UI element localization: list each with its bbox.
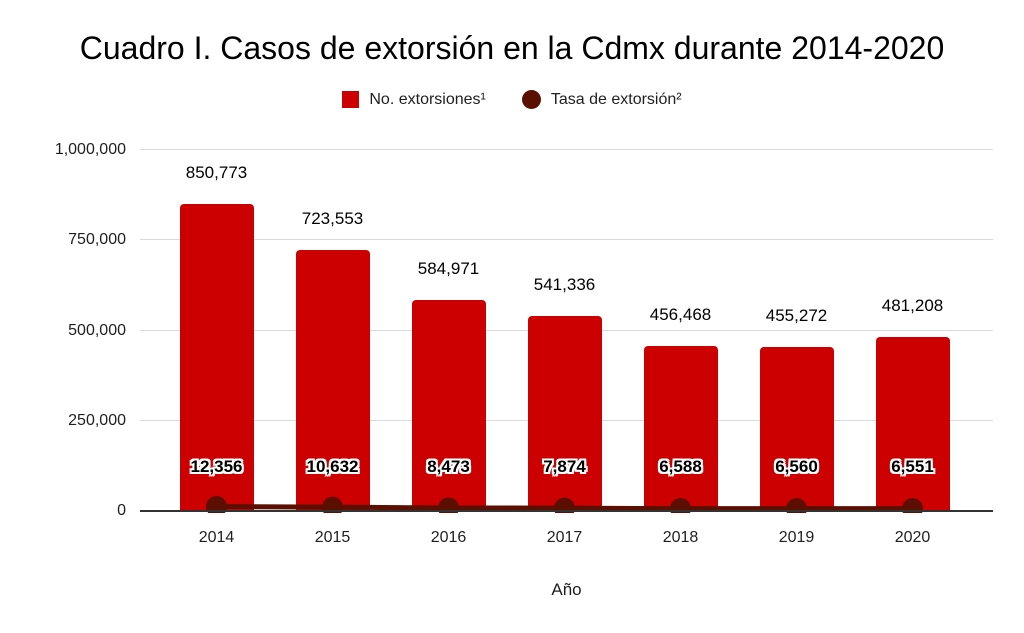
x-axis-label-2020: 2020 [894,529,931,546]
y-axis-tick-label: 750,000 [68,231,126,249]
x-axis-label-2018: 2018 [662,529,699,546]
bar-2014[interactable] [179,203,254,511]
y-axis-tick-label: 0 [117,502,126,519]
bar-2015[interactable] [295,249,370,511]
x-axis-label-2015: 2015 [314,529,351,546]
bar-value-label-2019: 455,272 [765,305,828,325]
rate-value-label-2015: 10,632 [306,457,359,476]
legend-label-extorsiones: No. extorsiones¹ [369,90,486,108]
x-axis-title: Año [551,580,582,599]
legend-label-tasa: Tasa de extorsión² [550,90,682,108]
legend-square-swatch-icon [342,91,360,108]
x-axis-label-2014: 2014 [198,529,235,546]
bar-2016[interactable] [411,299,486,511]
y-axis-tick-label: 500,000 [68,321,126,339]
rate-value-label-2014: 12,356 [190,457,243,476]
bar-value-label-2018: 456,468 [649,305,712,325]
bar-value-label-2016: 584,971 [417,258,480,278]
x-axis-label-2017: 2017 [546,529,583,546]
bar-value-label-2015: 723,553 [301,208,364,228]
gridline [140,149,993,150]
gridline [140,239,993,241]
rate-value-label-2020: 6,551 [891,457,934,476]
plot-area [140,149,993,513]
rate-value-label-2016: 8,473 [427,457,470,476]
rate-line-series [206,496,923,513]
legend: No. extorsiones¹ Tasa de extorsión² [0,90,1024,109]
rate-value-label-2017: 7,874 [543,457,586,476]
rate-point-2017[interactable] [554,497,575,513]
rate-point-2018[interactable] [670,498,691,513]
bar-2020[interactable] [875,337,950,511]
chart-title: Cuadro I. Casos de extorsión en la Cdmx … [79,30,945,66]
bar-value-label-2017: 541,336 [533,274,596,294]
bar-value-label-2014: 850,773 [185,162,248,182]
rate-value-label-2019: 6,560 [775,457,818,476]
bar-2017[interactable] [527,315,602,511]
x-axis-label-2019: 2019 [778,529,815,546]
legend-circle-swatch-icon [521,90,541,109]
bar-2019[interactable] [759,346,834,511]
x-axis-label-2016: 2016 [430,529,467,546]
legend-item-extorsiones[interactable]: No. extorsiones¹ [342,91,486,109]
rate-point-2020[interactable] [902,498,923,513]
rate-value-label-2018: 6,588 [659,457,702,476]
y-axis-tick-label: 250,000 [68,411,126,429]
rate-point-2015[interactable] [322,496,343,513]
rate-point-2019[interactable] [786,498,807,513]
rate-point-2014[interactable] [206,496,227,513]
bar-value-label-2020: 481,208 [881,296,944,316]
x-axis-line [140,510,993,512]
y-axis-tick-label: 1,000,000 [54,141,126,158]
bar-2018[interactable] [643,346,718,511]
rate-point-2016[interactable] [438,497,459,513]
legend-item-tasa[interactable]: Tasa de extorsión² [521,90,682,109]
